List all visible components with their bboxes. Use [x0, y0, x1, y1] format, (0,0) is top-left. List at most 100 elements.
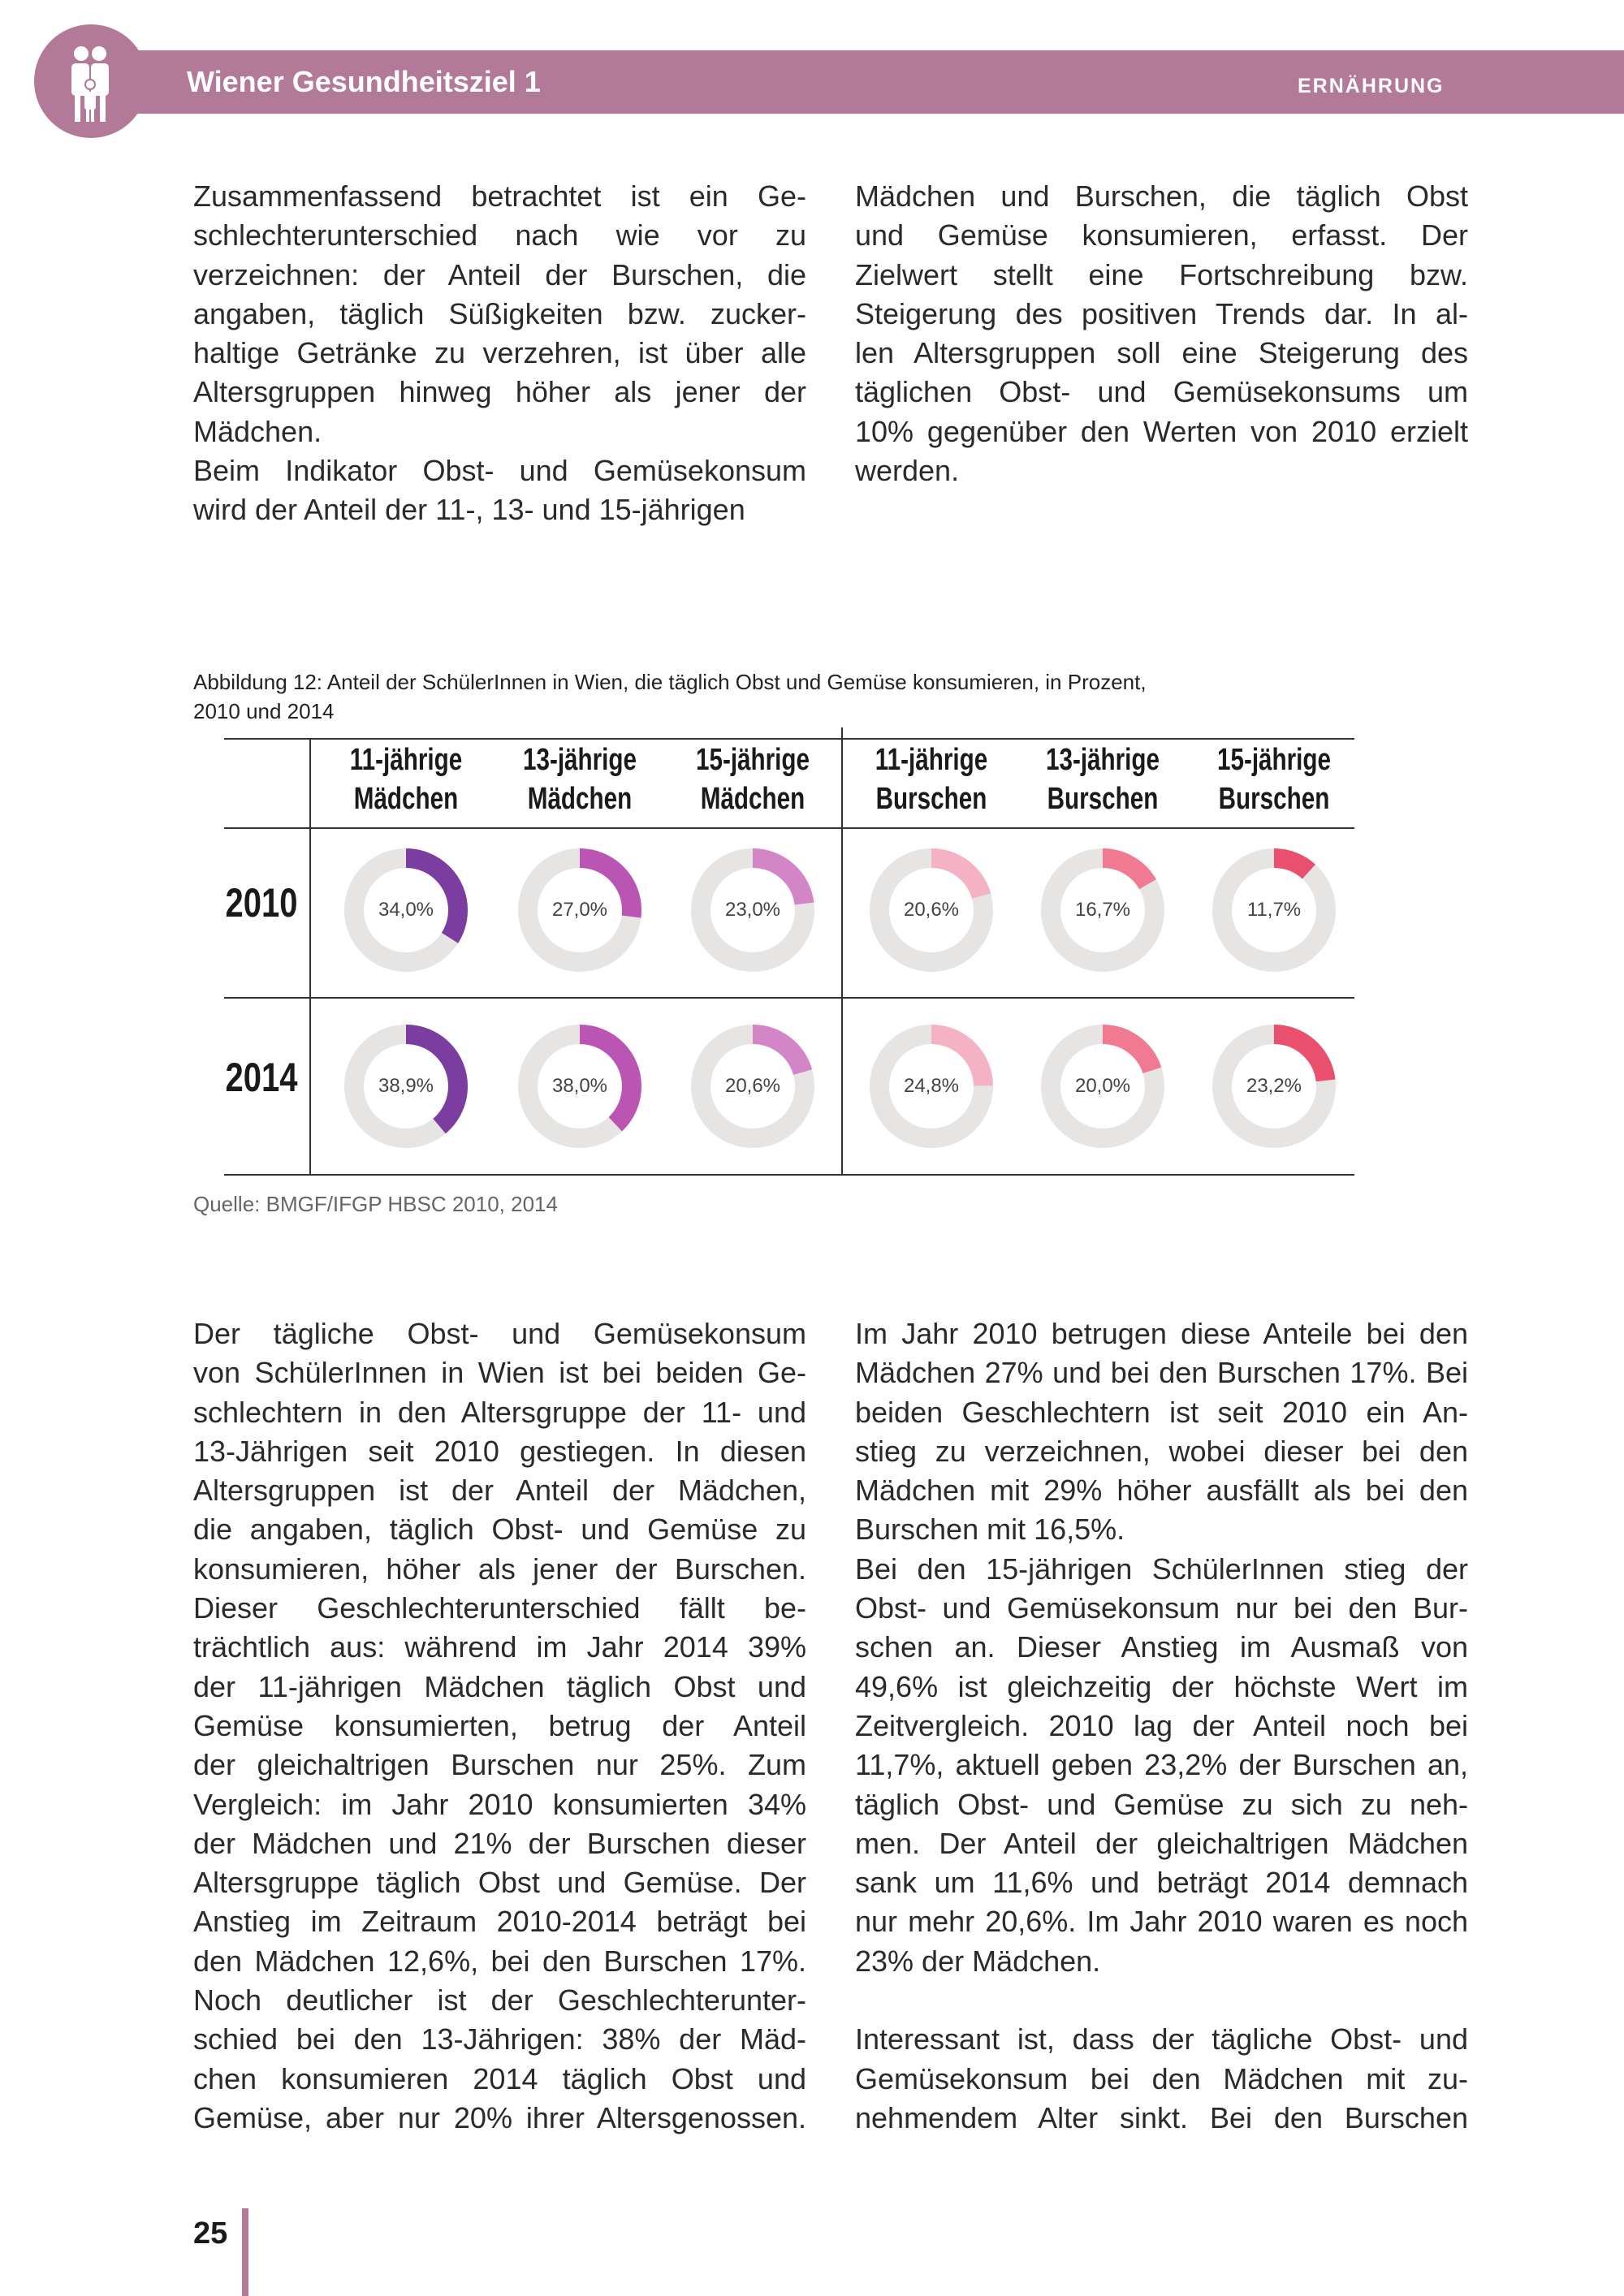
- donut-segment: [870, 848, 993, 972]
- donut-segment: [1041, 848, 1164, 972]
- column-header-line: 11-jährige: [349, 743, 463, 777]
- text-line: 23% der Mädchen.: [855, 1944, 1101, 1978]
- caption-line: 2010 und 2014: [193, 699, 335, 723]
- column-header-line: 11-jährige: [875, 743, 988, 777]
- text-line: 10% gegenüber den Werten von 2010 erziel…: [855, 414, 1468, 448]
- text-line: Altersgruppen ist der Anteil der Mädchen…: [193, 1474, 806, 1508]
- text-line: Bei den 15-jährigen SchülerInnen stieg d…: [855, 1552, 1468, 1586]
- text-line: beiden Geschlechtern ist seit 2010 ein A…: [855, 1395, 1468, 1429]
- donut-chart: 20,6%: [866, 845, 996, 975]
- table-rule: [224, 997, 1354, 999]
- text-line: Gemüsekonsum bei den Mädchen mit zu-: [855, 2061, 1468, 2095]
- table-rule: [224, 1174, 1354, 1176]
- column-header-line: Burschen: [875, 782, 987, 816]
- text-line: haltige Getränke zu verzehren, ist über …: [193, 336, 806, 370]
- column-header: 15-jährige Burschen: [1207, 740, 1341, 818]
- caption-line: Abbildung 12: Anteil der SchülerInnen in…: [193, 670, 1147, 694]
- bottom-left-column: Der tägliche Obst- und Gemüsekonsum von S…: [193, 1314, 806, 2138]
- text-line: schlechtern in den Altersgruppe der 11- …: [193, 1395, 806, 1429]
- donut-segment: [344, 1025, 468, 1148]
- page-number-bar: [242, 2208, 248, 2296]
- text-line: Zusammenfassend betrachtet ist ein Ge-: [193, 179, 806, 213]
- text-line: Burschen mit 16,5%.: [855, 1513, 1125, 1547]
- text-line: Altersgruppen hinweg höher als jener der: [193, 375, 806, 409]
- text-line: Anstieg im Zeitraum 2010-2014 beträgt be…: [193, 1905, 806, 1939]
- column-header: 13-jährige Mädchen: [513, 740, 646, 818]
- text-line: Mädchen.: [193, 414, 322, 448]
- text-line: 11,7%, aktuell geben 23,2% der Burschen …: [855, 1748, 1468, 1782]
- column-header-line: Mädchen: [700, 782, 806, 816]
- text-line: Der tägliche Obst- und Gemüsekonsum: [193, 1317, 806, 1350]
- column-header-line: Mädchen: [527, 782, 633, 816]
- top-left-column: Zusammenfassend betrachtet ist ein Ge-sc…: [193, 177, 806, 530]
- text-line: stieg zu verzeichnen, wobei dieser bei d…: [855, 1434, 1468, 1468]
- text-line: angaben, täglich Süßigkeiten bzw. zucker…: [193, 296, 806, 330]
- table-divider: [841, 727, 843, 1174]
- donut-chart: 23,0%: [688, 845, 818, 975]
- text-line: den Mädchen 12,6%, bei den Burschen 17%.: [193, 1944, 806, 1978]
- text-line: nehmendem Alter sinkt. Bei den Burschen: [855, 2100, 1468, 2134]
- text-line: wird der Anteil der 11-, 13- und 15-jähr…: [193, 493, 745, 527]
- donut-value-label: 38,0%: [551, 1075, 608, 1097]
- text-line: werden.: [855, 454, 960, 488]
- text-line: sank um 11,6% und beträgt 2014 demnach: [855, 1866, 1468, 1900]
- donut-segment: [518, 848, 641, 972]
- text-line: die angaben, täglich Obst- und Gemüse zu: [193, 1513, 806, 1547]
- header-band: [97, 50, 1624, 114]
- donut-segment: [518, 1025, 641, 1148]
- text-line: konsumieren, höher als jener der Bursche…: [193, 1552, 806, 1586]
- donut-value-label: 27,0%: [551, 899, 608, 921]
- row-year-label: 2014: [225, 1055, 298, 1100]
- text-line: der 11-jährigen Mädchen täglich Obst und: [193, 1669, 806, 1703]
- text-line: und Gemüse konsumieren, erfasst. Der: [855, 218, 1468, 252]
- donut-chart: 27,0%: [515, 845, 645, 975]
- text-line: len Altersgruppen soll eine Steigerung d…: [855, 336, 1468, 370]
- text-line: Beim Indikator Obst- und Gemüsekonsum: [193, 454, 806, 488]
- text-line: Noch deutlicher ist der Geschlechterunte…: [193, 1983, 806, 2018]
- donut-chart: 24,8%: [866, 1021, 996, 1151]
- donut-segment: [1212, 848, 1336, 972]
- text-line: täglichen Obst- und Gemüsekonsums um: [855, 375, 1468, 409]
- text-line: trächtlich aus: während im Jahr 2014 39%: [193, 1630, 806, 1664]
- column-header: 15-jährige Mädchen: [686, 740, 819, 818]
- text-line: schlechterunterschied nach wie vor zu: [193, 218, 806, 252]
- text-line: schen an. Dieser Anstieg im Ausmaß von: [855, 1630, 1468, 1664]
- text-line: Obst- und Gemüsekonsum nur bei den Bur-: [855, 1591, 1468, 1625]
- header-title: Wiener Gesundheitsziel 1: [187, 65, 541, 98]
- donut-value-label: 24,8%: [903, 1075, 960, 1097]
- donut-value-label: 38,9%: [378, 1075, 434, 1097]
- text-line: Zielwert stellt eine Fortschreibung bzw.: [855, 257, 1468, 291]
- text-line: Vergleich: im Jahr 2010 konsumierten 34%: [193, 1787, 806, 1821]
- text-line: schied bei den 13-Jährigen: 38% der Mäd-: [193, 2022, 806, 2056]
- donut-segment: [691, 848, 814, 972]
- text-line: men. Der Anteil der gleichaltrigen Mädch…: [855, 1826, 1468, 1860]
- donut-chart: 23,2%: [1209, 1021, 1339, 1151]
- text-line: Zeitvergleich. 2010 lag der Anteil noch …: [855, 1708, 1468, 1742]
- column-header-line: 15-jährige: [695, 743, 810, 777]
- column-header: 13-jährige Burschen: [1036, 740, 1169, 818]
- family-icon: [34, 24, 148, 138]
- donut-value-label: 20,6%: [724, 1075, 781, 1097]
- text-line: 13-Jährigen seit 2010 gestiegen. In dies…: [193, 1434, 806, 1468]
- text-line: Im Jahr 2010 betrugen diese Anteile bei …: [855, 1317, 1468, 1350]
- column-header: 11-jährige Burschen: [865, 740, 998, 818]
- text-line: Mädchen und Burschen, die täglich Obst: [855, 179, 1468, 213]
- donut-value-label: 34,0%: [378, 899, 434, 921]
- donut-value-label: 20,6%: [903, 899, 960, 921]
- donut-segment: [691, 1025, 814, 1148]
- bottom-right-column: Im Jahr 2010 betrugen diese Anteile bei …: [855, 1314, 1468, 2138]
- text-line: Mädchen mit 29% höher ausfällt als bei d…: [855, 1474, 1468, 1508]
- donut-chart: 16,7%: [1038, 845, 1168, 975]
- column-header-line: 15-jährige: [1216, 743, 1332, 777]
- text-line: Interessant ist, dass der tägliche Obst-…: [855, 2022, 1468, 2056]
- donut-chart: 11,7%: [1209, 845, 1339, 975]
- donut-segment: [870, 1025, 993, 1148]
- text-line: 49,6% ist gleichzeitig der höchste Wert …: [855, 1669, 1468, 1703]
- text-line: verzeichnen: der Anteil der Burschen, di…: [193, 257, 806, 291]
- column-header-line: Burschen: [1218, 782, 1330, 816]
- donut-value-label: 23,2%: [1246, 1075, 1302, 1097]
- table-rule: [224, 738, 1354, 740]
- donut-value-label: 16,7%: [1074, 899, 1131, 921]
- column-header-line: 13-jährige: [1045, 743, 1160, 777]
- table-divider: [309, 738, 311, 1174]
